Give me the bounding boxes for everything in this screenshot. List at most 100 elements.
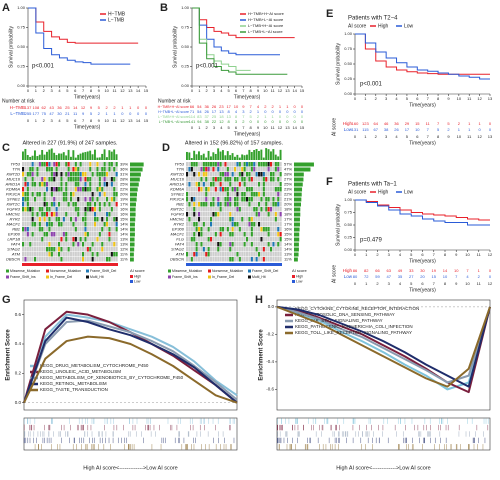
mutation-cell [246, 167, 249, 172]
mutation-cell [53, 172, 56, 177]
mutation-cell [91, 172, 94, 177]
x-tick-label: 0 [354, 252, 357, 257]
mutation-cell [26, 247, 29, 252]
mutation-cell [110, 227, 113, 232]
tmb-bar [234, 156, 236, 160]
x-tick-label: 2 [43, 118, 46, 123]
percent-label: 20% [120, 192, 128, 197]
mutation-cell [241, 217, 244, 222]
risk-count: 0 [272, 119, 275, 124]
mutation-cell [67, 237, 70, 242]
mutation-cell [253, 202, 256, 207]
risk-count: 0 [264, 119, 267, 124]
x-tick-label: 5 [406, 134, 409, 139]
panel-letter: D [162, 142, 170, 154]
mutation-cell [43, 187, 46, 192]
mutation-cell [231, 197, 234, 202]
mutation-cell [224, 222, 227, 227]
percent-label: 11% [284, 257, 292, 262]
frequency-bar [130, 177, 140, 182]
y-tick-label: -0.2 [266, 332, 274, 337]
gene-label: FGFR3 [171, 212, 185, 217]
mutation-cell [241, 232, 244, 237]
mutation-cell [60, 227, 63, 232]
tmb-bar [250, 151, 253, 160]
mutation-cell [267, 257, 270, 262]
mutation-cell [193, 242, 196, 247]
mutation-cell [267, 222, 270, 227]
risk-table-label: AI score [331, 118, 337, 137]
mutation-cell [38, 257, 41, 262]
mutation-cell [113, 202, 116, 207]
mutation-cell [70, 172, 73, 177]
tmb-bar [34, 150, 36, 160]
mutation-cell [195, 252, 198, 257]
mutation-cell [110, 187, 113, 192]
frequency-bar [294, 177, 304, 182]
mutation-cell [41, 227, 44, 232]
mutation-cell [277, 202, 280, 207]
mutation-cell [193, 212, 196, 217]
mutation-cell [26, 177, 29, 182]
legend-swatch [86, 275, 89, 279]
mutation-cell [24, 222, 27, 227]
x-axis-label: Time(years) [409, 102, 436, 108]
mutation-cell [84, 242, 87, 247]
mutation-cell [250, 212, 253, 217]
mutation-cell [212, 237, 215, 242]
mutation-cell [96, 207, 99, 212]
mutation-cell [53, 232, 56, 237]
mutation-cell [224, 242, 227, 247]
mutation-cell [246, 247, 249, 252]
legend-label: KEGG_CYTOKINE_CYTOKINE_RECEPTOR_INTERACT… [295, 306, 419, 311]
mutation-cell [67, 192, 70, 197]
mutation-cell [195, 187, 198, 192]
mutation-cell [202, 207, 205, 212]
mutation-cell [226, 242, 229, 247]
mutation-cell [101, 222, 104, 227]
mutation-cell [272, 237, 275, 242]
mutation-cell [255, 172, 258, 177]
mutation-cell [219, 177, 222, 182]
mutation-cell [29, 212, 32, 217]
mutation-cell [58, 172, 61, 177]
mutation-cell [43, 207, 46, 212]
mutation-cell [79, 257, 82, 262]
gene-label: SYNE1 [171, 192, 184, 197]
mutation-cell [267, 182, 270, 187]
mutation-cell [72, 242, 75, 247]
risk-count: 1 [468, 121, 471, 126]
mutation-cell [260, 167, 263, 172]
mutation-cell [219, 207, 222, 212]
mutation-cell [190, 177, 193, 182]
mutation-cell [74, 217, 77, 222]
mutation-cell [22, 172, 25, 177]
mutation-cell [234, 247, 237, 252]
mutation-cell [246, 237, 249, 242]
legend-label: KEGG_TASTE_TRANSDUCTION [40, 387, 108, 392]
mutation-cell [219, 197, 222, 202]
mutation-cell [22, 177, 25, 182]
mutation-cell [210, 187, 213, 192]
x-tick-label: 2 [43, 88, 46, 93]
risk-count: 0 [286, 114, 289, 119]
mutation-cell [38, 182, 41, 187]
mutation-cell [55, 212, 58, 217]
mutation-cell [38, 202, 41, 207]
mutation-cell [86, 182, 89, 187]
mutation-cell [91, 162, 94, 167]
risk-count: 0 [489, 121, 492, 126]
mutation-cell [190, 232, 193, 237]
mutation-cell [205, 197, 208, 202]
mutation-cell [94, 162, 97, 167]
mutation-cell [38, 172, 41, 177]
mutation-cell [26, 212, 29, 217]
mutation-cell [89, 202, 92, 207]
risk-count: 0 [257, 119, 260, 124]
legend-label: L−TMB [108, 17, 125, 23]
mutation-cell [58, 247, 61, 252]
mutation-cell [94, 202, 97, 207]
mutation-cell [22, 242, 25, 247]
mutation-cell [217, 192, 220, 197]
p-value: p=0.479 [360, 238, 383, 244]
